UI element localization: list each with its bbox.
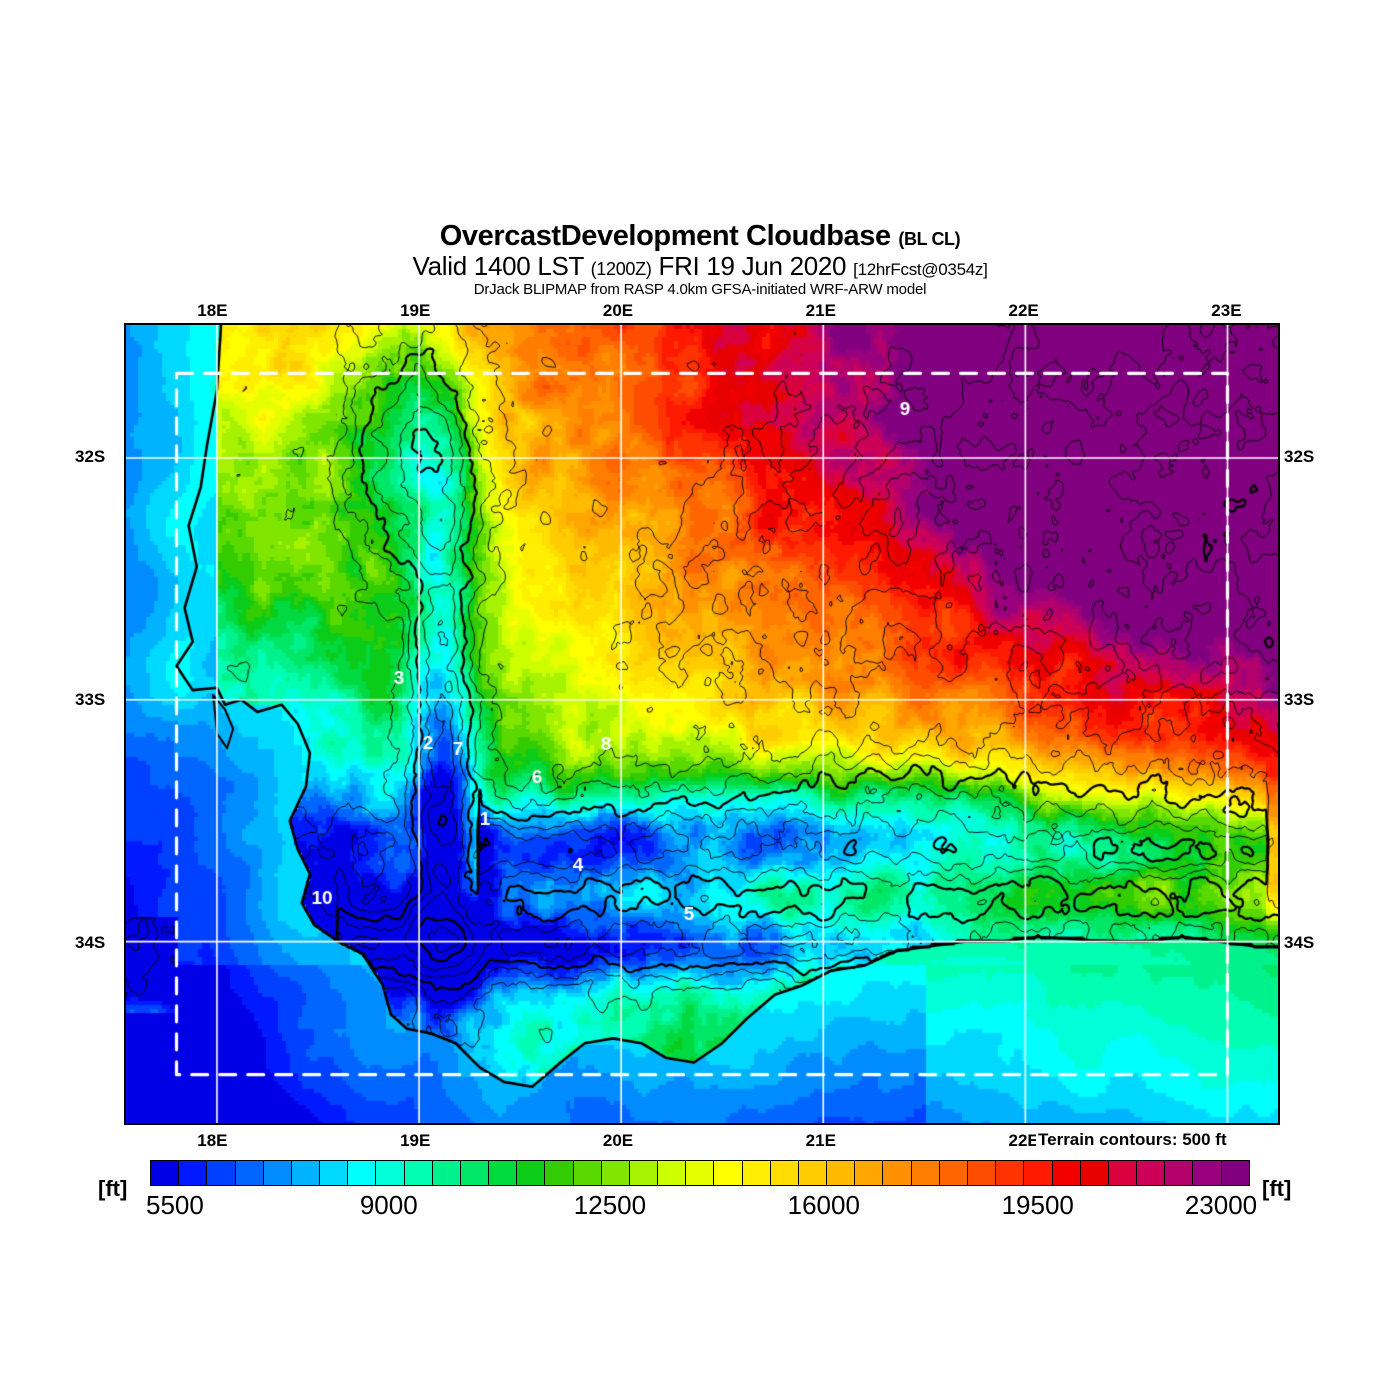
colorbar-tick-label: 23000	[1184, 1190, 1258, 1220]
colorbar-segment	[939, 1161, 968, 1185]
colorbar-tick-label: 19500	[1001, 1190, 1074, 1220]
lon-label-top: 23E	[1211, 301, 1242, 320]
lon-label-top: 22E	[1008, 301, 1039, 320]
colorbar-segment	[1221, 1161, 1249, 1185]
colorbar-segment	[798, 1161, 828, 1185]
colorbar-segment	[517, 1161, 546, 1185]
map-frame[interactable]	[124, 323, 1280, 1125]
colorbar-segment	[629, 1161, 659, 1185]
colorbar-segment	[996, 1161, 1025, 1185]
terrain-contour-note: Terrain contours: 500 ft	[1036, 1130, 1229, 1150]
colorbar-segment	[235, 1161, 264, 1185]
lat-label-left: 33S	[75, 689, 106, 709]
colorbar-segment	[179, 1161, 208, 1185]
colorbar-segment	[151, 1161, 180, 1185]
colorbar-segment	[348, 1161, 377, 1185]
colorbar-tick-label: 5500	[146, 1190, 204, 1220]
colorbar-segment	[714, 1161, 743, 1185]
colorbar[interactable]	[150, 1160, 1250, 1186]
colorbar-segment	[1080, 1161, 1109, 1185]
colorbar-segment	[1193, 1161, 1222, 1185]
colorbar-segment	[489, 1161, 518, 1185]
colorbar-segment	[1024, 1161, 1053, 1185]
title-block: OvercastDevelopment Cloudbase (BL CL) Va…	[0, 220, 1400, 298]
colorbar-segment	[911, 1161, 940, 1185]
colorbar-segment	[686, 1161, 715, 1185]
lon-label-top: 21E	[805, 301, 836, 320]
lat-label-right: 33S	[1284, 689, 1315, 709]
lon-label-bottom: 19E	[400, 1131, 431, 1150]
colorbar-segment	[827, 1161, 856, 1185]
model-description: DrJack BLIPMAP from RASP 4.0km GFSA-init…	[473, 280, 927, 298]
colorbar-segment	[1052, 1161, 1081, 1185]
colorbar-tick-label: 9000	[359, 1190, 418, 1220]
colorbar-segment	[460, 1161, 490, 1185]
colorbar-segment	[207, 1161, 236, 1185]
colorbar-segment	[601, 1161, 630, 1185]
colorbar-tick-label: 16000	[787, 1190, 860, 1220]
lon-label-bottom: 21E	[805, 1131, 836, 1150]
colorbar-segment	[1108, 1161, 1138, 1185]
lon-label-top: 20E	[602, 301, 634, 320]
colorbar-segment	[320, 1161, 349, 1185]
colorbar-segment	[291, 1161, 321, 1185]
colorbar-segment	[770, 1161, 799, 1185]
colorbar-segment	[573, 1161, 602, 1185]
lon-label-bottom: 20E	[602, 1131, 634, 1150]
colorbar-tick-label: 12500	[573, 1190, 647, 1220]
colorbar-segment	[432, 1161, 461, 1185]
valid-zulu: (1200Z)	[590, 258, 652, 279]
lon-label-top: 19E	[400, 301, 431, 320]
cloudbase-heatmap	[126, 325, 1278, 1123]
colorbar-segment	[263, 1161, 292, 1185]
colorbar-segment	[967, 1161, 997, 1185]
colorbar-unit-left: [ft]	[98, 1176, 128, 1201]
valid-date: FRI 19 Jun 2020	[658, 250, 847, 281]
colorbar-segment	[376, 1161, 405, 1185]
colorbar-segment	[658, 1161, 687, 1185]
colorbar-segment	[1137, 1161, 1166, 1185]
colorbar-segment	[545, 1161, 574, 1185]
lon-label-top: 18E	[197, 301, 228, 320]
colorbar-segment	[855, 1161, 884, 1185]
lat-label-right: 32S	[1284, 446, 1315, 466]
page-title: OvercastDevelopment Cloudbase (BL CL)	[0, 220, 1400, 252]
title-main-subscript: (BL CL)	[898, 229, 961, 249]
forecast-stamp: [12hrFcst@0354z]	[853, 259, 988, 279]
lon-label-bottom: 22E	[1008, 1131, 1039, 1150]
valid-time-line: Valid 1400 LST (1200Z) FRI 19 Jun 2020 […	[0, 250, 1400, 281]
colorbar-segment	[1165, 1161, 1194, 1185]
colorbar-unit-right: [ft]	[1262, 1176, 1292, 1201]
lat-label-right: 34S	[1284, 932, 1315, 952]
lat-label-left: 32S	[75, 446, 106, 466]
colorbar-segment	[883, 1161, 912, 1185]
colorbar-segment	[404, 1161, 433, 1185]
title-main-text: OvercastDevelopment Cloudbase	[439, 220, 891, 252]
lon-label-bottom: 18E	[197, 1131, 228, 1150]
valid-prefix: Valid 1400 LST	[412, 250, 584, 281]
lat-label-left: 34S	[75, 932, 106, 952]
colorbar-segment	[742, 1161, 771, 1185]
